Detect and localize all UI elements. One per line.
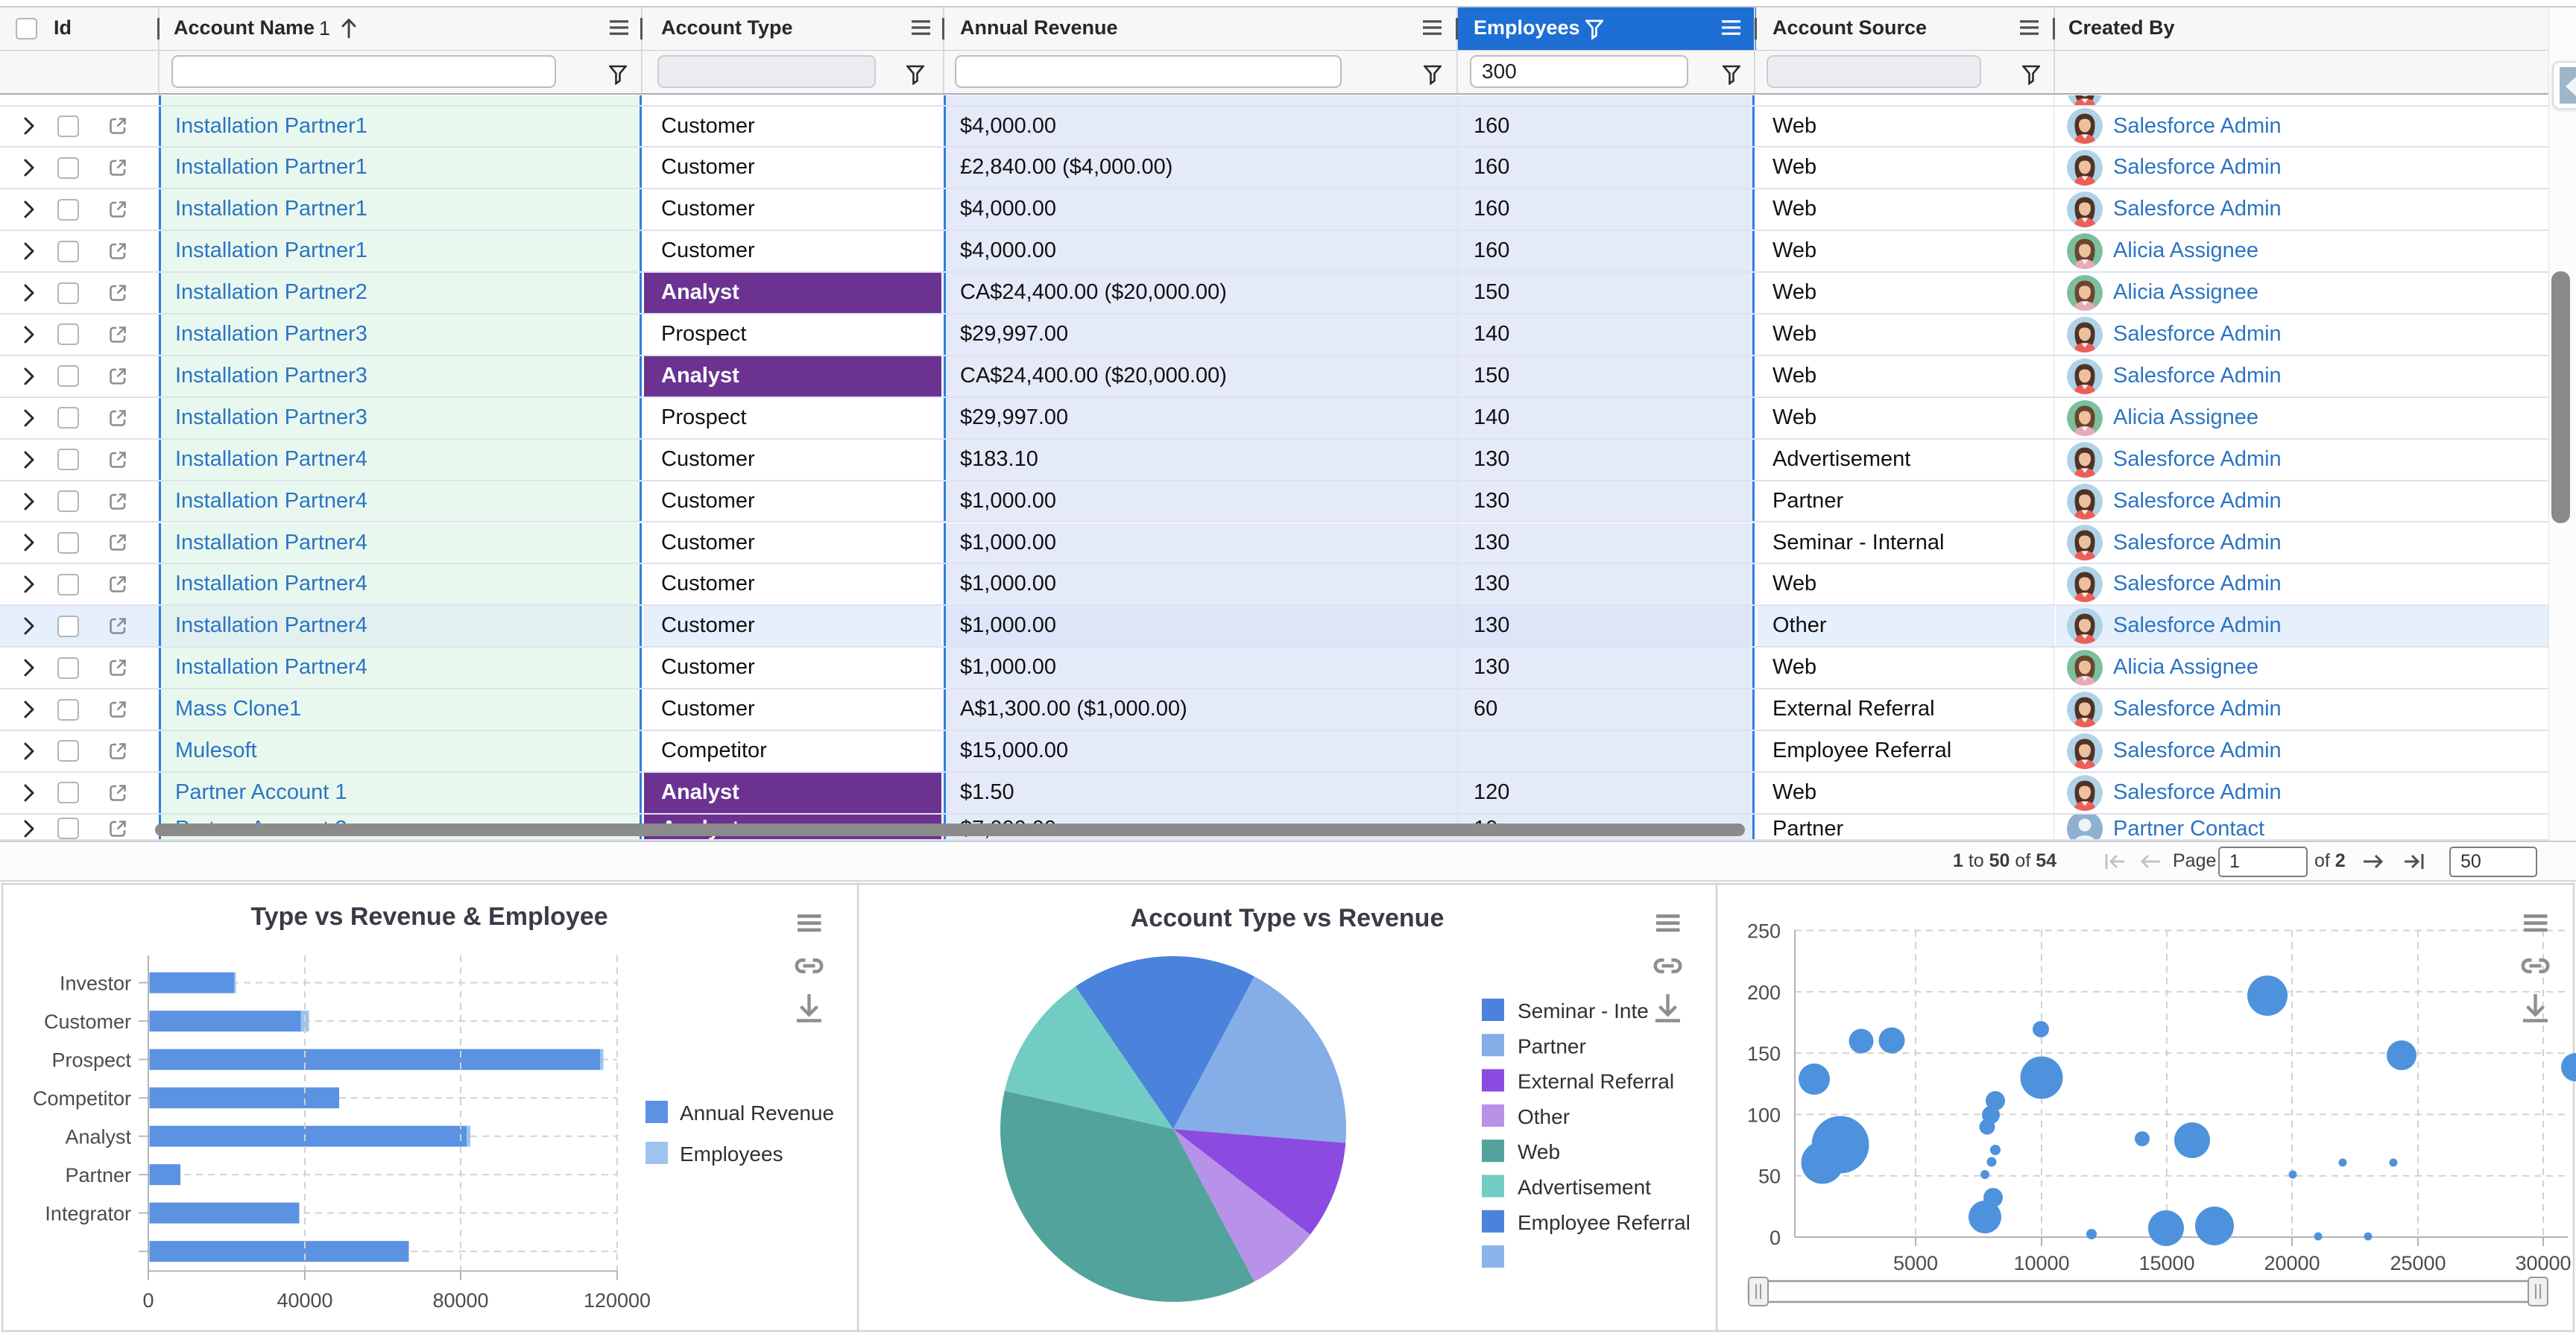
svg-text:100: 100 [1747, 1104, 1781, 1126]
svg-text:20000: 20000 [2264, 1252, 2320, 1274]
svg-text:15000: 15000 [2138, 1252, 2194, 1274]
svg-text:Account Type vs Revenue: Account Type vs Revenue [1131, 904, 1445, 932]
svg-text:10000: 10000 [2013, 1252, 2069, 1274]
svg-text:Partner: Partner [1518, 1034, 1586, 1058]
svg-text:0: 0 [142, 1289, 154, 1312]
svg-text:Type vs Revenue & Employee: Type vs Revenue & Employee [250, 902, 607, 931]
svg-text:Competitor: Competitor [33, 1087, 131, 1110]
svg-text:30000: 30000 [2515, 1252, 2571, 1274]
svg-text:0: 0 [1770, 1227, 1781, 1249]
svg-text:Prospect: Prospect [51, 1049, 131, 1072]
svg-text:Other: Other [1518, 1105, 1570, 1128]
svg-text:25000: 25000 [2390, 1252, 2446, 1274]
svg-text:Integrator: Integrator [45, 1203, 131, 1225]
svg-text:50: 50 [1758, 1166, 1781, 1188]
svg-text:120000: 120000 [584, 1289, 651, 1312]
svg-text:5000: 5000 [1893, 1252, 1938, 1274]
svg-text:Employee Referral: Employee Referral [1518, 1211, 1690, 1234]
svg-text:External Referral: External Referral [1518, 1070, 1674, 1093]
svg-text:150: 150 [1747, 1043, 1781, 1065]
svg-text:Investor: Investor [60, 973, 131, 995]
svg-text:Customer: Customer [44, 1011, 131, 1033]
svg-text:80000: 80000 [432, 1289, 488, 1312]
svg-text:Web: Web [1518, 1140, 1560, 1163]
svg-text:40000: 40000 [277, 1289, 332, 1312]
svg-text:Partner: Partner [65, 1164, 131, 1186]
svg-text:Analyst: Analyst [65, 1126, 131, 1148]
svg-text:Seminar - Inte: Seminar - Inte [1518, 999, 1649, 1022]
svg-text:Employees: Employees [680, 1142, 783, 1166]
svg-text:Advertisement: Advertisement [1518, 1176, 1651, 1199]
svg-text:250: 250 [1747, 920, 1781, 943]
svg-text:200: 200 [1747, 981, 1781, 1004]
svg-text:Annual Revenue: Annual Revenue [680, 1101, 834, 1125]
